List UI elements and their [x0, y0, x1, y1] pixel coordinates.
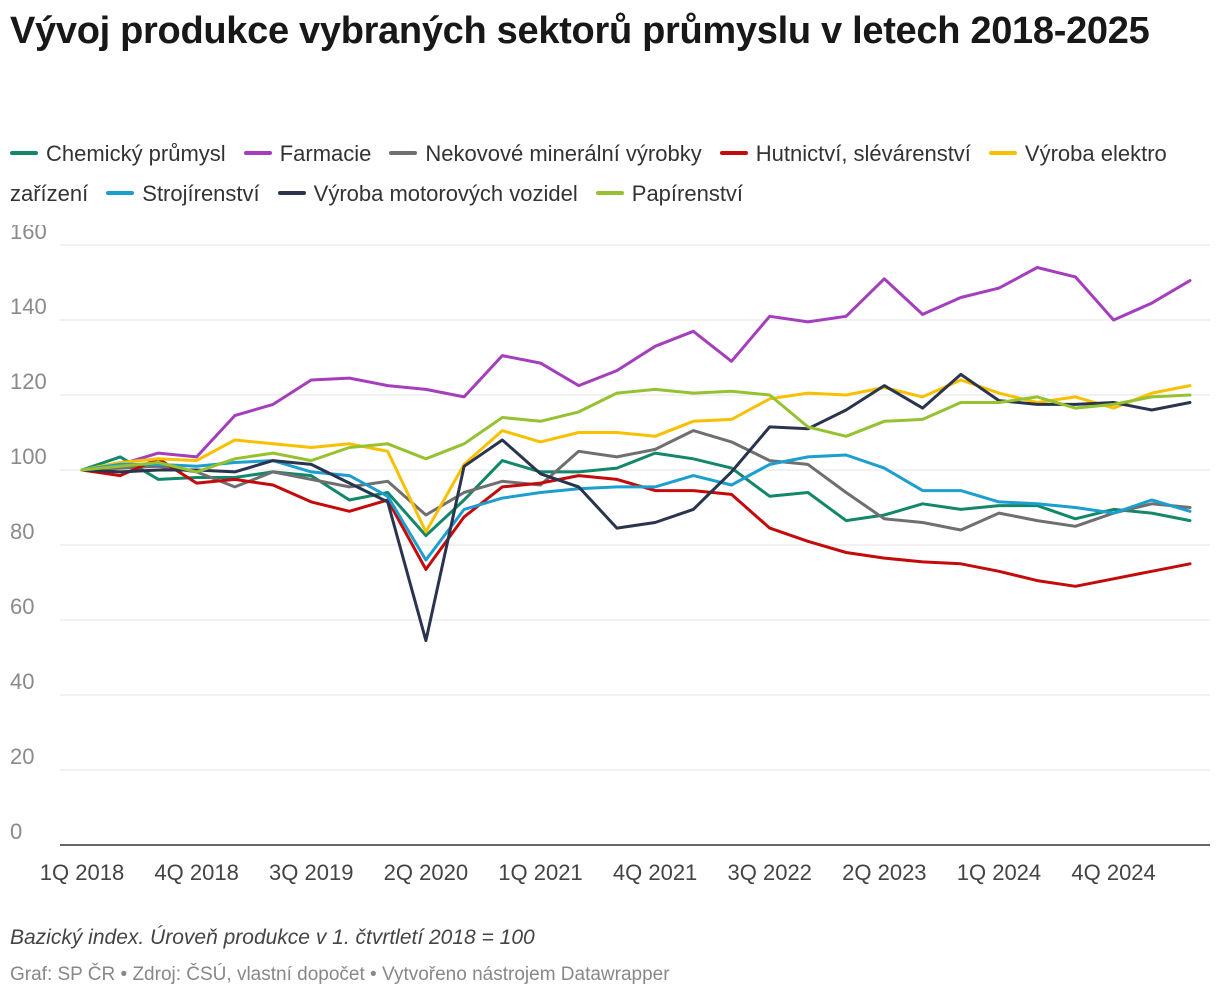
grid-lines — [60, 244, 1210, 846]
x-tick-label: 3Q 2022 — [728, 860, 812, 885]
series-line — [80, 451, 1192, 538]
y-tick-label: 20 — [10, 744, 34, 769]
legend-label: Výroba motorových vozidel — [313, 181, 578, 206]
legend-swatch — [243, 151, 272, 156]
legend-item: Výroba elektro zařízení — [10, 141, 1167, 206]
x-tick-label: 4Q 2021 — [613, 860, 697, 885]
legend-item: Hutnictví, slévárenství — [719, 141, 971, 166]
series-line — [80, 429, 1192, 532]
x-tick-label: 4Q 2024 — [1071, 860, 1155, 885]
y-tick-label: 0 — [10, 819, 22, 844]
x-tick-label: 3Q 2019 — [269, 860, 353, 885]
legend-label: Strojírenství — [142, 181, 260, 206]
legend-label: Výroba elektro zařízení — [10, 141, 1167, 206]
y-axis-ticks: 0 20 40 60 80 100 120 140 160 — [10, 225, 47, 844]
x-axis-ticks: 1Q 2018 4Q 2018 3Q 2019 2Q 2020 1Q 2021 4Q 20… — [40, 860, 1156, 885]
legend-item: Výroba motorových vozidel — [277, 181, 578, 206]
legend-swatch — [10, 151, 38, 156]
legend-label: Chemický průmysl — [46, 141, 226, 166]
chart-source: Graf: SP ČR • Zdroj: ČSÚ, vlastní dopoče… — [10, 964, 670, 985]
series-line — [80, 266, 1192, 472]
series-line — [80, 378, 1192, 534]
x-tick-label: 1Q 2024 — [957, 860, 1041, 885]
legend-swatch — [277, 191, 306, 196]
legend-label: Papírenství — [631, 181, 744, 206]
legend-swatch — [595, 191, 624, 196]
legend-item: Farmacie — [243, 141, 372, 166]
y-tick-label: 60 — [10, 594, 34, 619]
y-tick-label: 40 — [10, 669, 34, 694]
legend-item: Chemický průmysl — [10, 141, 226, 166]
x-tick-label: 4Q 2018 — [154, 860, 238, 885]
x-tick-label: 1Q 2021 — [498, 860, 582, 885]
x-tick-label: 2Q 2023 — [842, 860, 926, 885]
y-tick-label: 100 — [10, 444, 47, 469]
x-tick-label: 2Q 2020 — [384, 860, 468, 885]
legend-swatch — [719, 151, 748, 156]
y-tick-label: 120 — [10, 369, 47, 394]
legend-item: Nekovové minerální výrobky — [389, 141, 702, 166]
legend-swatch — [389, 151, 418, 156]
series-line — [80, 387, 1192, 474]
series-lines — [80, 266, 1192, 643]
series-line — [80, 457, 1192, 588]
legend-item: Papírenství — [595, 181, 744, 206]
legend-swatch — [988, 151, 1017, 156]
legend-label: Nekovové minerální výrobky — [425, 141, 702, 166]
y-tick-label: 80 — [10, 519, 34, 544]
x-tick-label: 1Q 2018 — [40, 860, 124, 885]
y-tick-label: 160 — [10, 225, 47, 244]
chart-note: Bazický index. Úroveň produkce v 1. čtvr… — [10, 926, 535, 949]
legend-swatch — [106, 191, 135, 196]
legend-item: Strojírenství — [106, 181, 260, 206]
y-tick-label: 140 — [10, 294, 47, 319]
chart-title: Vývoj produkce vybraných sektorů průmysl… — [10, 10, 1150, 52]
legend-label: Hutnictví, slévárenství — [755, 141, 971, 166]
legend-label: Farmacie — [279, 141, 372, 166]
line-chart: 0 20 40 60 80 100 120 140 160 1Q 2018 4Q 2018 3Q 2… — [10, 225, 1210, 885]
series-line — [80, 453, 1192, 562]
chart-legend: Chemický průmysl Farmacie Nekovové minerál… — [10, 134, 1205, 214]
series-line — [80, 372, 1192, 643]
